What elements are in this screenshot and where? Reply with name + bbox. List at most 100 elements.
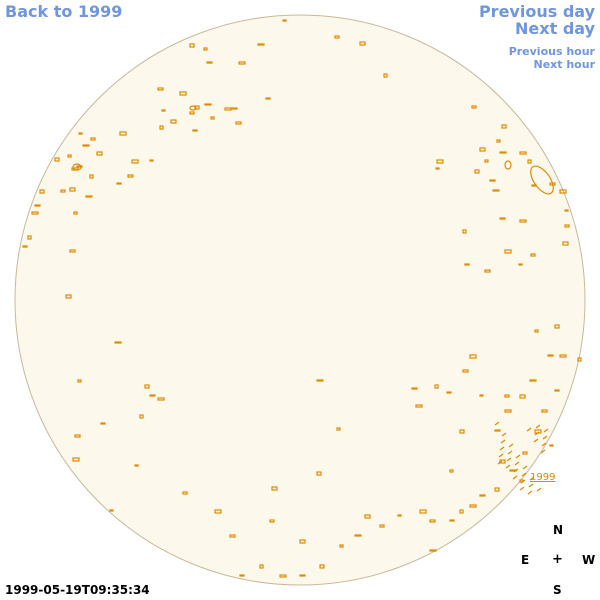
contour-mark bbox=[179, 91, 187, 96]
contour-mark bbox=[359, 41, 366, 46]
contour-mark bbox=[449, 519, 455, 522]
contour-mark bbox=[419, 509, 427, 514]
contour-mark bbox=[508, 443, 514, 448]
previous-day-link[interactable]: Previous day bbox=[478, 2, 595, 21]
contour-mark bbox=[334, 35, 340, 39]
contour-mark bbox=[541, 409, 548, 413]
compass-center: + bbox=[552, 552, 563, 567]
contour-mark bbox=[499, 151, 507, 154]
contour-mark bbox=[109, 509, 114, 512]
contour-mark bbox=[505, 464, 511, 469]
compass-east: E bbox=[521, 553, 530, 567]
contour-loop bbox=[189, 105, 197, 111]
contour-mark bbox=[462, 229, 467, 234]
contour-mark bbox=[527, 159, 532, 164]
contour-mark bbox=[60, 189, 66, 193]
previous-hour-link[interactable]: Previous hour bbox=[508, 45, 595, 58]
contour-mark bbox=[316, 379, 324, 382]
contour-mark bbox=[429, 549, 437, 552]
observation-timestamp: 1999-05-19T09:35:34 bbox=[5, 583, 150, 597]
contour-mark bbox=[22, 245, 28, 248]
contour-mark bbox=[157, 397, 165, 401]
contour-mark bbox=[131, 159, 139, 164]
contour-mark bbox=[69, 187, 76, 192]
contour-mark bbox=[319, 564, 325, 569]
contour-mark bbox=[85, 195, 93, 198]
contour-mark bbox=[449, 469, 454, 473]
contour-mark bbox=[231, 107, 238, 110]
contour-mark bbox=[559, 354, 567, 358]
contour-mark bbox=[536, 487, 542, 492]
contour-mark bbox=[206, 61, 213, 64]
contour-mark bbox=[528, 483, 534, 488]
contour-mark bbox=[534, 431, 540, 436]
contour-mark bbox=[529, 476, 535, 481]
contour-mark bbox=[504, 249, 512, 254]
year-marker-link[interactable]: 1999 bbox=[530, 472, 556, 483]
contour-mark bbox=[549, 444, 554, 447]
contour-mark bbox=[114, 341, 122, 344]
contour-mark bbox=[494, 421, 500, 426]
contour-mark bbox=[354, 534, 362, 537]
contour-mark bbox=[82, 144, 90, 147]
contour-mark bbox=[496, 139, 501, 143]
contour-mark bbox=[31, 211, 39, 215]
contour-mark bbox=[501, 432, 507, 437]
back-to-year-link[interactable]: Back to 1999 bbox=[5, 2, 123, 21]
contour-mark bbox=[100, 422, 106, 425]
contour-mark bbox=[67, 154, 72, 158]
contour-mark bbox=[514, 461, 520, 466]
contour-mark bbox=[471, 105, 477, 109]
contour-mark bbox=[526, 427, 532, 432]
contour-mark bbox=[547, 354, 554, 357]
contour-mark bbox=[494, 487, 500, 492]
contour-mark bbox=[459, 509, 464, 514]
contour-mark bbox=[73, 211, 78, 215]
contour-mark bbox=[469, 354, 477, 359]
contour-mark bbox=[513, 468, 519, 473]
contour-mark bbox=[541, 442, 547, 447]
contour-mark bbox=[90, 137, 96, 141]
contour-mark bbox=[139, 414, 144, 419]
contour-mark bbox=[489, 179, 496, 182]
contour-mark bbox=[494, 429, 501, 432]
contour-mark bbox=[564, 209, 569, 212]
contour-mark bbox=[577, 357, 582, 362]
contour-mark bbox=[519, 151, 527, 155]
contour-mark bbox=[282, 19, 287, 22]
contour-mark bbox=[535, 424, 541, 429]
contour-mark bbox=[238, 61, 246, 65]
contour-mark bbox=[462, 369, 469, 373]
contour-mark bbox=[515, 454, 521, 459]
contour-mark bbox=[76, 165, 83, 168]
contour-mark bbox=[479, 394, 484, 397]
contour-loop bbox=[72, 163, 82, 171]
contour-marks bbox=[22, 19, 582, 578]
contour-mark bbox=[189, 43, 195, 48]
contour-mark bbox=[533, 438, 539, 443]
contour-mark bbox=[519, 219, 527, 223]
contour-mark bbox=[192, 129, 198, 132]
contour-mark bbox=[554, 324, 560, 329]
contour-mark bbox=[69, 249, 76, 253]
next-hour-link[interactable]: Next hour bbox=[533, 58, 596, 71]
contour-mark bbox=[434, 384, 439, 389]
compass-north: N bbox=[553, 523, 564, 537]
contour-mark bbox=[34, 204, 41, 207]
contour-mark bbox=[446, 391, 452, 394]
contour-mark bbox=[469, 504, 477, 508]
contour-mark bbox=[504, 409, 512, 413]
contour-mark bbox=[214, 509, 222, 514]
contour-mark bbox=[522, 465, 528, 470]
contour-mark bbox=[397, 514, 402, 517]
contour-mark bbox=[435, 167, 440, 170]
contour-mark bbox=[492, 189, 500, 192]
contour-mark bbox=[210, 116, 215, 120]
contour-mark bbox=[182, 491, 188, 495]
next-day-link[interactable]: Next day bbox=[515, 19, 595, 38]
contour-mark bbox=[299, 539, 306, 544]
contour-mark bbox=[464, 263, 470, 266]
contour-mark bbox=[77, 379, 82, 383]
contour-mark bbox=[527, 490, 533, 495]
